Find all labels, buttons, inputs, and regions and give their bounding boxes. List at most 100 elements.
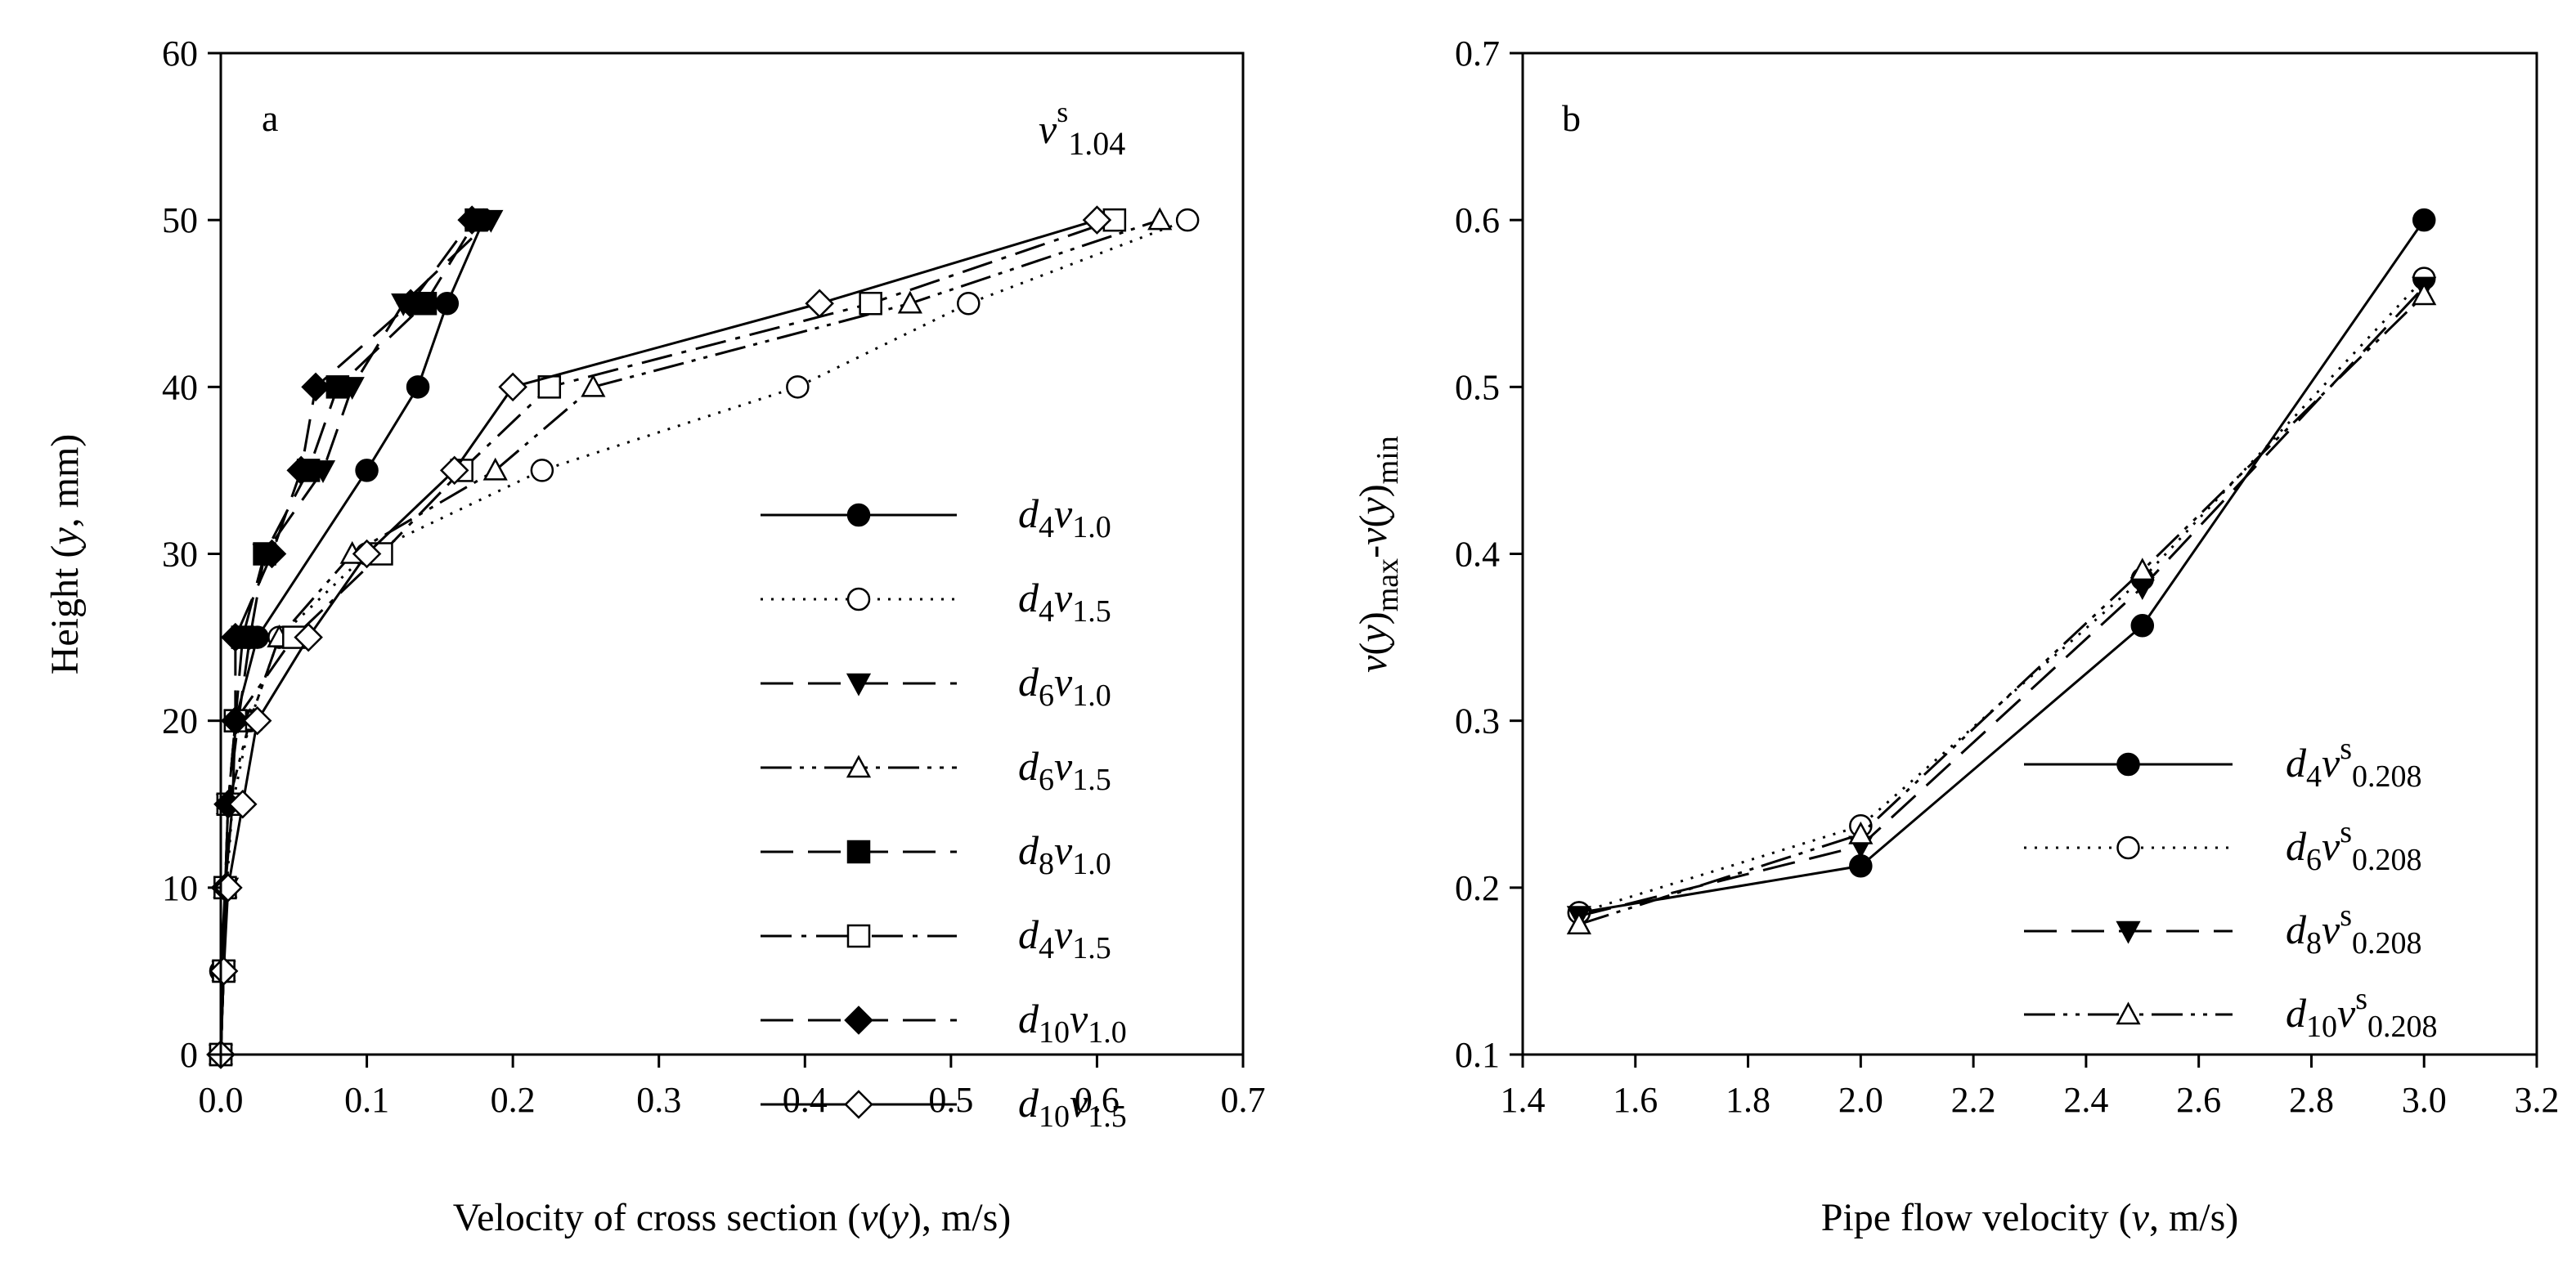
chart-a-legend-marker [846, 503, 871, 527]
chart-a-series-line [219, 218, 1097, 1055]
chart-b-xtick-label: 2.0 [1838, 1080, 1883, 1120]
chart-b-series-4 [1566, 282, 2437, 934]
chart-a-data-point [1082, 205, 1112, 235]
chart-a-legend-entry-1: d4v1.0 [761, 490, 1111, 544]
chart-a-data-point [301, 372, 330, 402]
chart-a-legend-label: d6v1.0 [1018, 659, 1111, 713]
chart-b-ytick-label: 0.6 [1455, 200, 1500, 240]
chart-a-xtick-label: 0.0 [199, 1080, 244, 1120]
chart-a-ytick-label: 50 [162, 200, 198, 240]
chart-b-legend-label: d4vs0.208 [2286, 732, 2422, 794]
chart-a-xtick-label: 0.6 [1075, 1080, 1120, 1120]
chart-a-legend-marker [844, 1006, 873, 1035]
chart-b-xtick-label: 3.2 [2515, 1080, 2560, 1120]
chart-b-series-layer [1566, 208, 2437, 934]
chart-b-legend-label: d10vs0.208 [2286, 982, 2438, 1044]
chart-a-ylabel: Height (y, mm) [43, 434, 87, 675]
chart-b-xlabel: Pipe flow velocity (v, m/s) [1821, 1196, 2239, 1239]
chart-b-legend-entry-3: d8vs0.208 [2024, 898, 2422, 961]
chart-a-legend-label: d4v1.5 [1018, 575, 1111, 629]
chart-b-data-point [2130, 614, 2155, 638]
chart-a-data-point [1147, 207, 1173, 231]
chart-a-data-point [457, 205, 487, 235]
chart-b-legend: d4vs0.208 d6vs0.208 d8vs0.208 d10vs0.208 [2024, 732, 2438, 1044]
chart-a-ytick-label: 30 [162, 535, 198, 575]
chart-b-series-line [1578, 285, 2426, 917]
chart-a-data-point [352, 539, 382, 569]
chart-a-data-point [221, 622, 250, 652]
chart-b-ytick-label: 0.4 [1455, 535, 1500, 575]
chart-b-series-line [1578, 219, 2426, 914]
chart-a-data-point [413, 292, 438, 316]
chart-b-legend-marker [2116, 835, 2140, 860]
chart-a-xtick-label: 0.3 [636, 1080, 681, 1120]
chart-a-data-point [581, 374, 606, 397]
chart-b-data-point [2129, 577, 2155, 600]
chart-a-series-6 [209, 208, 1127, 1067]
chart-a-data-point [228, 789, 258, 819]
chart-a-legend-marker [846, 755, 872, 778]
chart-a-ticks: 0.0 0.1 0.2 0.3 0.4 0.5 0.6 0.7 0 10 20 30 40 50 60 [162, 34, 1266, 1120]
chart-a-legend-label: d4v1.0 [1018, 490, 1111, 544]
chart-a-data-point [435, 292, 460, 316]
chart-a-data-point [286, 455, 316, 486]
chart-a-xlabel: Velocity of cross section (v(y), m/s) [453, 1196, 1011, 1239]
chart-b-legend-entry-4: d10vs0.208 [2024, 982, 2438, 1044]
chart-b-legend-marker [2116, 752, 2140, 777]
chart-a-xtick-label: 0.4 [783, 1080, 828, 1120]
chart-b-legend-entry-2: d6vs0.208 [2024, 815, 2422, 877]
chart-a-legend-entry-5: d8v1.0 [761, 827, 1111, 881]
chart-b-ytick-label: 0.1 [1455, 1035, 1500, 1075]
chart-a-series-line [219, 219, 478, 1055]
chart-b-xtick-label: 1.4 [1501, 1080, 1546, 1120]
chart-a-legend-entry-4: d6v1.5 [761, 743, 1111, 797]
chart-a-data-point [294, 622, 323, 652]
chart-a-ytick-label: 0 [180, 1035, 198, 1075]
chart-b-ytick-label: 0.2 [1455, 868, 1500, 908]
chart-a-xtick-label: 0.5 [928, 1080, 973, 1120]
chart-b-data-point [2412, 282, 2437, 306]
chart-b-xtick-label: 2.8 [2289, 1080, 2334, 1120]
chart-a-data-point [859, 292, 882, 316]
chart-b-data-point [2129, 558, 2155, 581]
chart-a-legend-entry-6: d4v1.5 [761, 911, 1111, 965]
chart-b: 1.4 1.6 1.8 2.0 2.2 2.4 2.6 2.8 3.0 3.2 0.1 0.2 0.3 0… [1352, 34, 2560, 1239]
chart-b-xtick-label: 3.0 [2402, 1080, 2447, 1120]
chart-b-xtick-label: 2.2 [1951, 1080, 1996, 1120]
chart-a-xtick-label: 0.2 [491, 1080, 536, 1120]
chart-a-data-point [209, 956, 239, 986]
chart-a-legend-marker [846, 840, 871, 864]
chart-a-ytick-label: 20 [162, 701, 198, 741]
chart-b-xtick-label: 2.6 [2176, 1080, 2221, 1120]
chart-b-data-point [1566, 911, 1591, 934]
chart-b-ylabel: v(y)max-v(y)min [1352, 436, 1405, 673]
chart-b-ytick-label: 0.5 [1455, 367, 1500, 407]
chart-a-legend-label: d10v1.5 [1018, 1080, 1127, 1134]
chart-b-legend-label: d8vs0.208 [2286, 898, 2422, 961]
chart-b-ticks: 1.4 1.6 1.8 2.0 2.2 2.4 2.6 2.8 3.0 3.2 0.1 0.2 0.3 0… [1455, 34, 2560, 1120]
chart-a-series-line [219, 218, 1188, 1055]
chart-a-legend-entry-8: d10v1.5 [761, 1080, 1127, 1134]
chart-a-data-point [257, 539, 287, 569]
chart-b-xtick-label: 1.8 [1726, 1080, 1770, 1120]
chart-b-ytick-label: 0.3 [1455, 701, 1500, 741]
chart-a-data-point [805, 289, 834, 319]
chart-a-data-point [439, 455, 469, 486]
chart-a-data-point [530, 459, 554, 482]
chart-b-legend-marker [2116, 920, 2141, 944]
chart-a-series-line [219, 219, 485, 1055]
chart-a-panel-label: a [262, 97, 278, 139]
chart-a-legend-entry-3: d6v1.0 [761, 659, 1111, 713]
chart-a-data-point [897, 290, 922, 314]
chart-a-xtick-label: 0.7 [1221, 1080, 1266, 1120]
chart-a-data-point [221, 705, 250, 736]
chart-a-data-point [482, 457, 508, 481]
chart-b-xtick-label: 2.4 [2063, 1080, 2108, 1120]
chart-a-ytick-label: 60 [162, 34, 198, 74]
chart-a-ytick-label: 10 [162, 868, 198, 908]
chart-b-series-line [1578, 277, 2426, 914]
chart-b-series-1 [1567, 208, 2436, 925]
chart-a-legend-label: d8v1.0 [1018, 827, 1111, 881]
chart-b-data-point [1848, 821, 1874, 844]
